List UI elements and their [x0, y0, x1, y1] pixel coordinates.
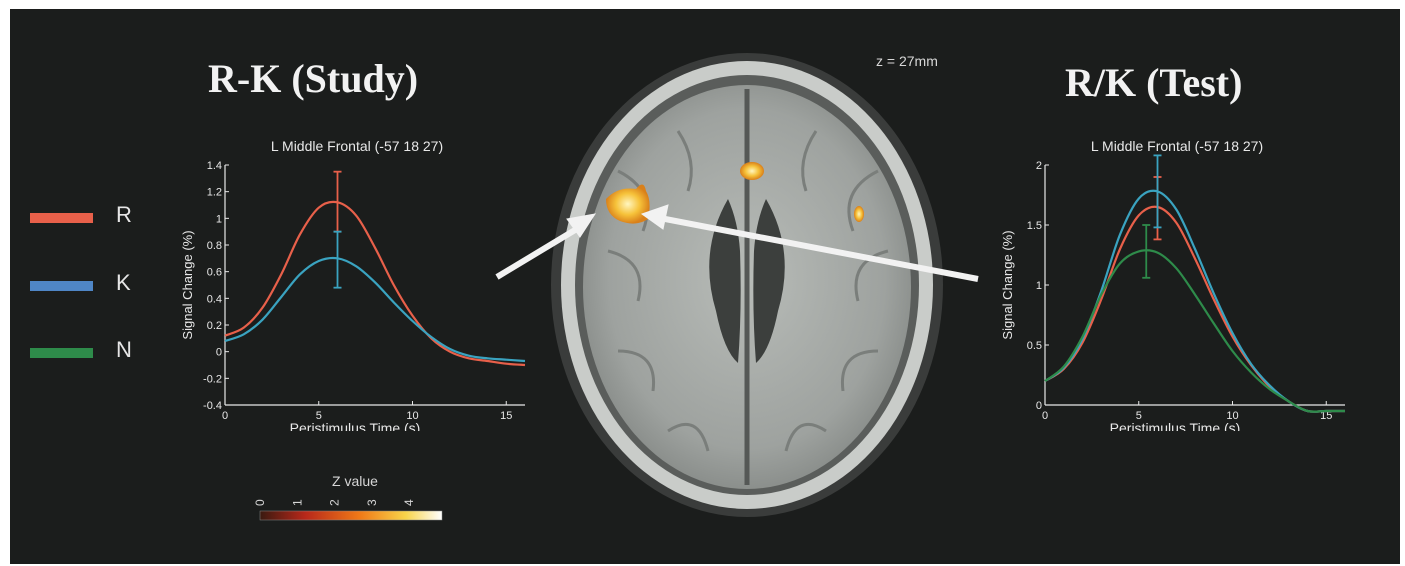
y-tick-label: 0.4 [207, 293, 222, 305]
colorbar-tick-label: 3 [365, 499, 379, 506]
legend-label-n: N [116, 337, 132, 362]
legend-label-k: K [116, 270, 131, 295]
x-tick-label: 0 [222, 410, 228, 422]
legend-swatch-n [30, 348, 93, 358]
series-line-n [1044, 249, 1345, 413]
y-tick-label: 0.8 [207, 240, 222, 252]
colorbar-title: Z value [332, 473, 378, 489]
y-axis-label: Signal Change (%) [180, 230, 195, 339]
x-tick-label: 10 [1226, 410, 1238, 422]
colorbar-tick-label: 0 [253, 499, 267, 506]
colorbar-ticks: 0 1 2 3 4 [253, 499, 416, 506]
y-tick-label: 1 [216, 213, 222, 225]
x-tick-label: 5 [316, 410, 322, 422]
right-arrow-head [640, 204, 669, 230]
y-tick-label: 1 [1036, 280, 1042, 292]
right-panel-title: R/K (Test) [1065, 60, 1243, 105]
activation-medial-frontal [740, 162, 764, 180]
left-lateral-ventricle [709, 199, 741, 363]
x-tick-label: 10 [406, 410, 418, 422]
left-time-course-chart: L Middle Frontal (-57 18 27) -0.4 -0.2 0 0.2… [180, 138, 526, 431]
y-tick-label: 2 [1036, 160, 1042, 172]
left-arrow-shaft [495, 221, 587, 280]
y-tick-label: 1.5 [1027, 220, 1042, 232]
y-tick-label: 1.4 [207, 160, 222, 172]
colorbar-gradient [259, 510, 443, 521]
x-axis-label: Peristimulus Time (s) [290, 420, 421, 431]
x-tick-label: 15 [1320, 410, 1332, 422]
left-arrow-head [566, 213, 597, 238]
pointer-arrows [495, 204, 979, 282]
y-tick-label: 1.2 [207, 187, 222, 199]
x-tick-label: 15 [500, 410, 512, 422]
colorbar-tick-label: 1 [290, 499, 304, 506]
right-arrow-shaft [659, 215, 979, 282]
x-axis-label: Peristimulus Time (s) [1110, 420, 1241, 431]
legend-swatch-r [30, 213, 93, 223]
activation-left-middle-frontal [606, 184, 650, 224]
x-tick-label: 0 [1042, 410, 1048, 422]
y-axis-label: Signal Change (%) [1000, 230, 1015, 339]
x-tick-label: 5 [1136, 410, 1142, 422]
chart-title: L Middle Frontal (-57 18 27) [271, 138, 443, 154]
y-tick-label: 0 [1036, 400, 1042, 412]
right-time-course-chart: L Middle Frontal (-57 18 27) 0 0.5 1 1.5 2 0 5 1… [1000, 138, 1345, 431]
series-line-k [224, 256, 526, 363]
colorbar-tick-label: 4 [402, 499, 416, 506]
brain-mri-slice [551, 53, 943, 517]
chart-title: L Middle Frontal (-57 18 27) [1091, 138, 1263, 154]
y-tick-label: -0.4 [203, 400, 222, 412]
slice-position-label: z = 27mm [876, 53, 938, 69]
y-tick-label: 0.2 [207, 320, 222, 332]
z-value-colorbar: Z value 0 1 2 3 4 [253, 473, 443, 521]
y-tick-label: -0.2 [203, 373, 222, 385]
legend-label-r: R [116, 202, 132, 227]
colorbar-tick-label: 2 [328, 499, 342, 506]
legend-swatch-k [30, 281, 93, 291]
series-line-r [224, 200, 526, 367]
activation-right-frontal [854, 206, 864, 222]
y-tick-label: 0.6 [207, 267, 222, 279]
left-panel-title: R-K (Study) [208, 56, 419, 101]
y-tick-label: 0 [216, 347, 222, 359]
y-tick-label: 0.5 [1027, 340, 1042, 352]
figure-panel: R-K (Study) R/K (Test) z = 27mm R K N [10, 9, 1400, 564]
